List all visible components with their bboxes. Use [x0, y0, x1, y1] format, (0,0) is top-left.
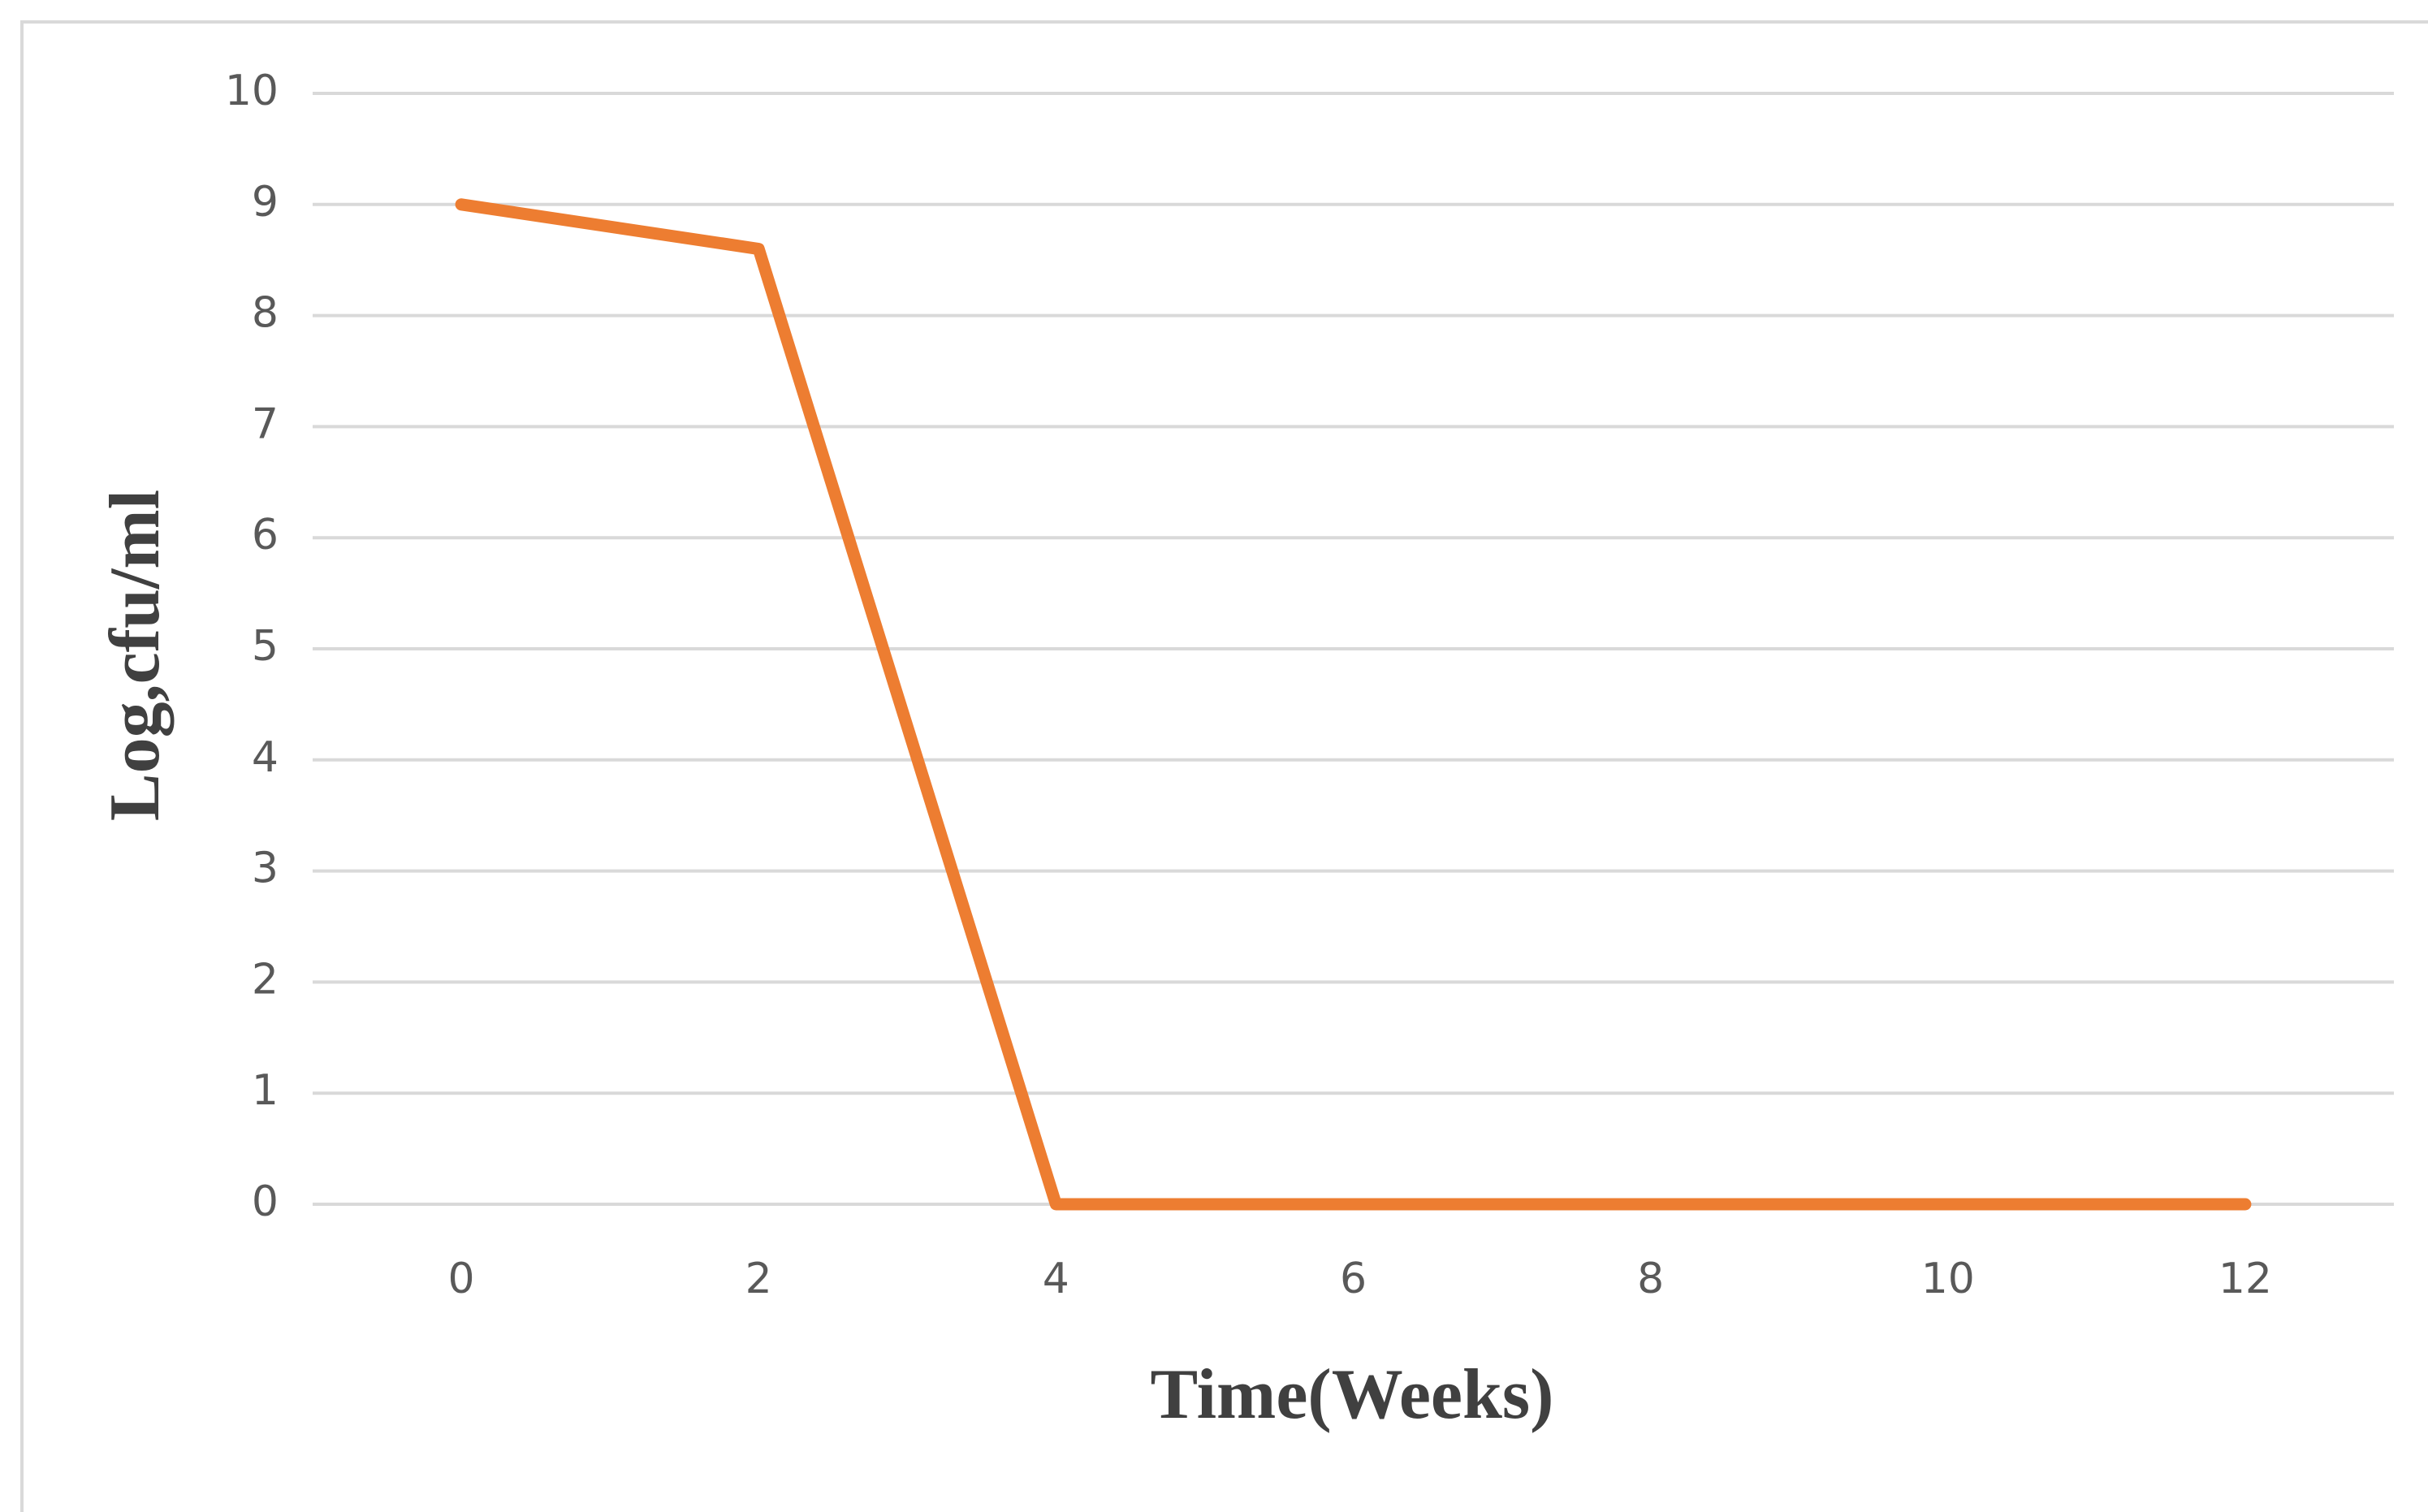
- x-tick-label: 10: [1921, 1255, 1975, 1303]
- x-tick-label: 4: [1043, 1255, 1069, 1303]
- x-tick-label: 8: [1637, 1255, 1664, 1303]
- y-tick-label: 0: [252, 1177, 279, 1226]
- x-tick-label: 0: [448, 1255, 475, 1303]
- data-line: [455, 198, 2252, 1211]
- y-tick-label: 9: [252, 178, 279, 227]
- y-tick-label: 10: [225, 67, 279, 115]
- x-tick-label: 12: [2218, 1255, 2272, 1303]
- y-tick-label: 3: [252, 845, 279, 893]
- y-tick-label: 8: [252, 289, 279, 338]
- y-tick-label: 6: [252, 511, 279, 559]
- x-axis-title: Time(Weeks): [1151, 1355, 1554, 1434]
- y-tick-label: 2: [252, 955, 279, 1004]
- y-tick-label: 4: [252, 733, 279, 782]
- y-axis-title: Log,cfu/ml: [96, 490, 175, 821]
- x-tick-label: 2: [745, 1255, 772, 1303]
- y-tick-label: 1: [252, 1066, 279, 1115]
- chart-frame: [20, 20, 2428, 1512]
- x-tick-label: 6: [1340, 1255, 1367, 1303]
- y-tick-label: 7: [252, 400, 279, 448]
- y-tick-label: 5: [252, 622, 279, 671]
